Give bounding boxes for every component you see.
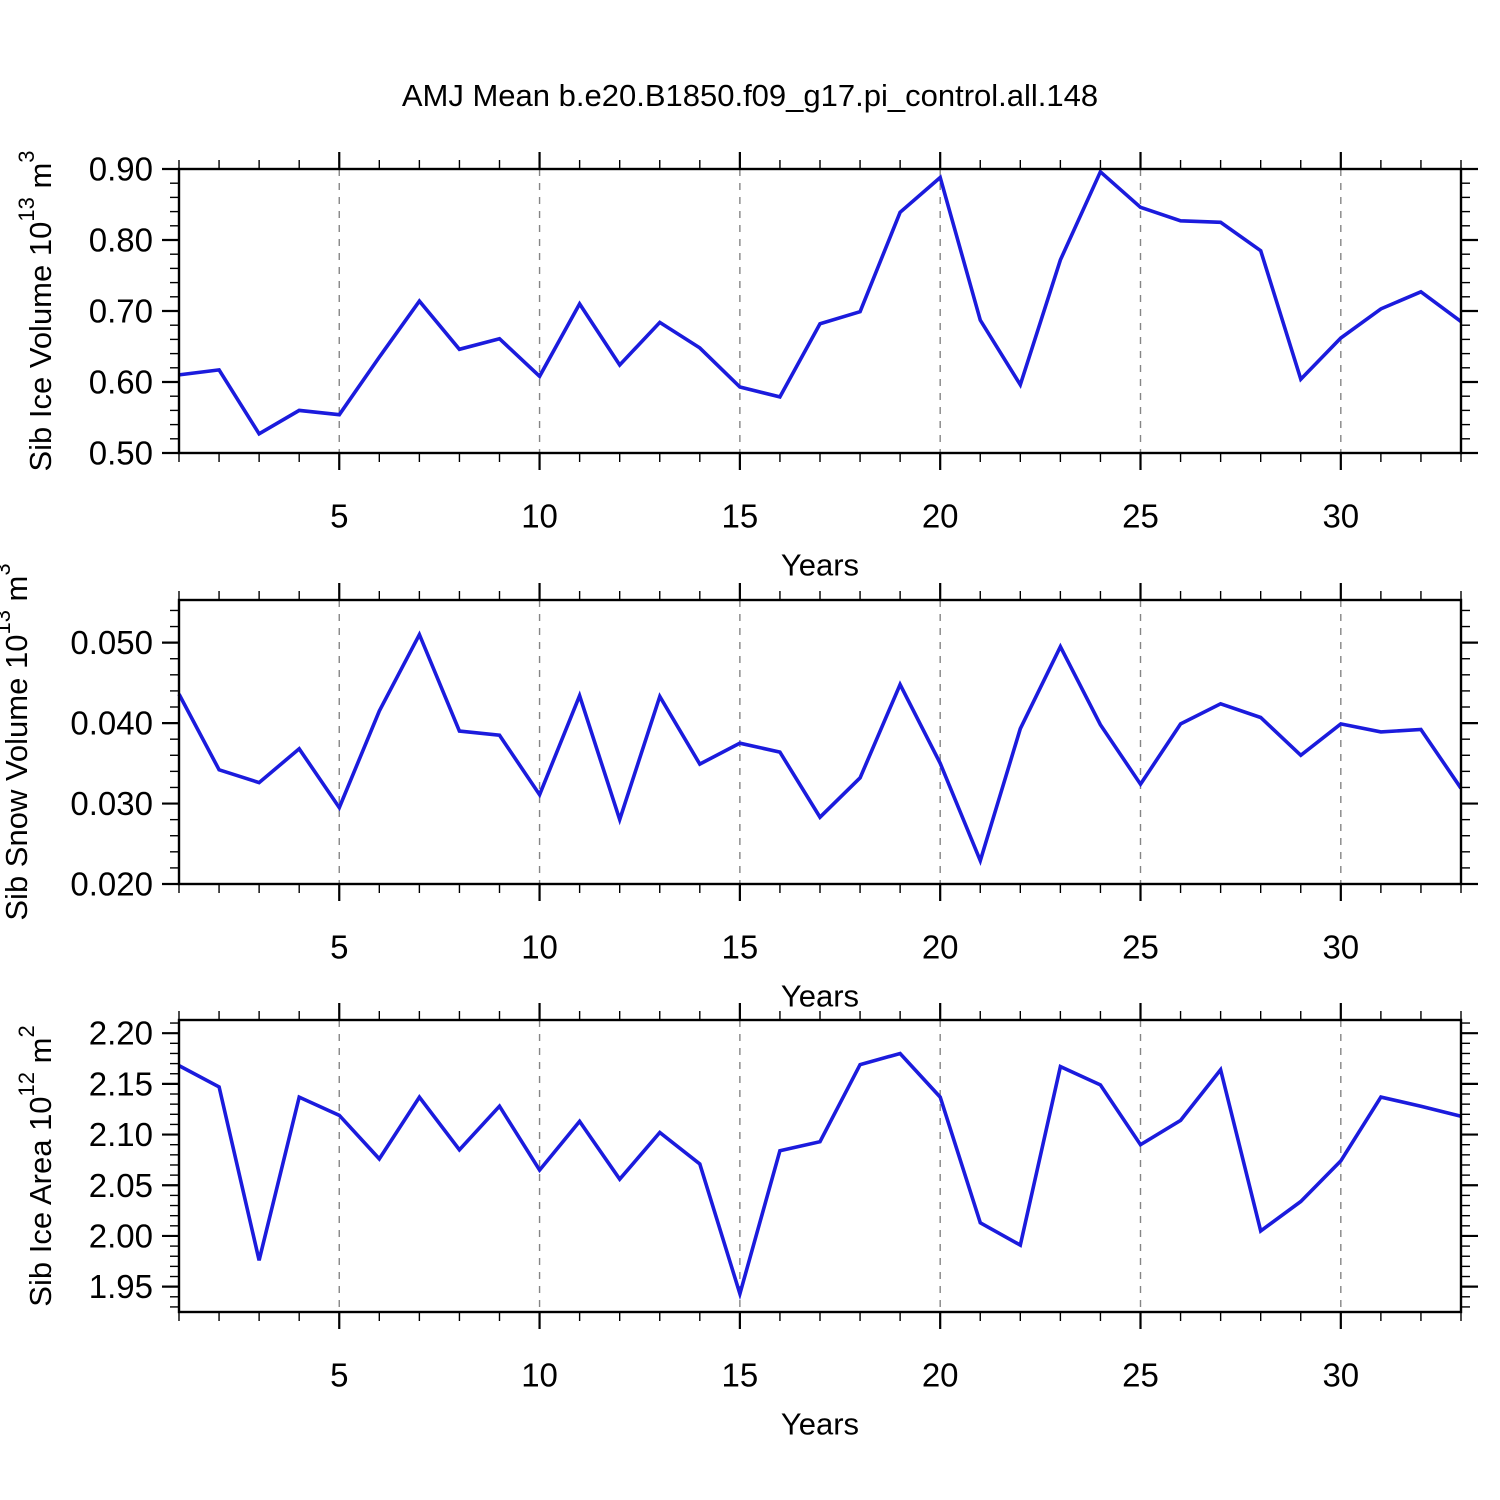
x-tick-label: 30: [1322, 498, 1359, 535]
x-tick-label: 20: [922, 929, 959, 966]
x-tick-labels: 5 10 15 20 25 30: [330, 929, 1359, 966]
x-tick-label: 25: [1122, 929, 1159, 966]
y-tick-label: 0.050: [70, 624, 153, 661]
gridlines: [338, 600, 1342, 884]
y-tick-label: 2.20: [89, 1015, 153, 1052]
y-tick-label: 2.00: [89, 1217, 153, 1254]
series-line-sib-snow-volume: [177, 630, 1463, 867]
panel-sib-ice-volume: 5 10 15 20 25 30 0.50 0.60 0.70 0.80 0.90 Years Sib …: [14, 150, 1478, 583]
x-tick-labels: 5 10 15 20 25 30: [330, 498, 1359, 535]
y-tick-labels: 0.50 0.60 0.70 0.80 0.90: [89, 151, 153, 472]
x-tick-label: 10: [521, 929, 558, 966]
y-tick-labels: 1.95 2.00 2.05 2.10 2.15 2.20: [89, 1015, 153, 1305]
x-tick-label: 10: [521, 1357, 558, 1394]
y-axis-title-sib-ice-area: Sib Ice Area 1012 m2: [14, 1025, 58, 1306]
axis-frame: [177, 598, 1463, 886]
y-tick-label: 0.040: [70, 705, 153, 742]
x-axis-title-sib-ice-area: Years: [781, 1407, 859, 1442]
panel-sib-snow-volume: 5 10 15 20 25 30 0.020 0.030 0.040 0.050 Years Sib …: [0, 563, 1478, 1014]
x-tick-label: 5: [330, 498, 348, 535]
x-tick-label: 5: [330, 929, 348, 966]
series-line-sib-ice-area: [178, 1051, 1462, 1301]
y-tick-label: 2.15: [89, 1065, 153, 1102]
y-tick-label: 0.80: [89, 222, 153, 259]
y-tick-labels: 0.020 0.030 0.040 0.050: [70, 624, 153, 902]
x-tick-labels: 5 10 15 20 25 30: [330, 1357, 1359, 1394]
x-tick-label: 20: [922, 498, 959, 535]
x-axis-title-sib-snow-volume: Years: [781, 979, 859, 1014]
gridlines: [338, 169, 1342, 453]
x-tick-label: 5: [330, 1357, 348, 1394]
axis-frame: [177, 167, 1463, 455]
x-tick-label: 10: [521, 498, 558, 535]
x-tick-label: 15: [722, 1357, 759, 1394]
y-tick-label: 0.90: [89, 151, 153, 188]
x-tick-label: 20: [922, 1357, 959, 1394]
y-tick-label: 2.10: [89, 1116, 153, 1153]
axis-ticks: [162, 583, 1478, 901]
axis-ticks: [162, 1003, 1478, 1329]
x-tick-label: 15: [722, 498, 759, 535]
y-tick-label: 0.50: [89, 435, 153, 472]
gridlines: [338, 1020, 1342, 1312]
y-tick-label: 0.020: [70, 866, 153, 903]
y-tick-label: 2.05: [89, 1167, 153, 1204]
y-axis-title-sib-snow-volume: Sib Snow Volume 1013 m3: [0, 563, 34, 920]
y-tick-label: 1.95: [89, 1268, 153, 1305]
x-tick-label: 30: [1322, 1357, 1359, 1394]
x-tick-label: 25: [1122, 498, 1159, 535]
x-tick-label: 25: [1122, 1357, 1159, 1394]
x-axis-title-sib-ice-volume: Years: [781, 548, 859, 583]
y-axis-title-sib-ice-volume: Sib Ice Volume 1013 m3: [14, 150, 58, 471]
x-tick-label: 15: [722, 929, 759, 966]
plot-title: AMJ Mean b.e20.B1850.f09_g17.pi_control.…: [401, 78, 1099, 113]
y-tick-label: 0.030: [70, 785, 153, 822]
series-line-sib-ice-volume: [178, 168, 1463, 437]
axis-frame: [177, 1018, 1463, 1314]
panel-sib-ice-area: 5 10 15 20 25 30 1.95 2.00 2.05 2.10 2.15 2.20 Years…: [14, 1003, 1478, 1442]
y-tick-label: 0.70: [89, 293, 153, 330]
y-tick-label: 0.60: [89, 364, 153, 401]
x-tick-label: 30: [1322, 929, 1359, 966]
axis-ticks: [162, 152, 1478, 470]
